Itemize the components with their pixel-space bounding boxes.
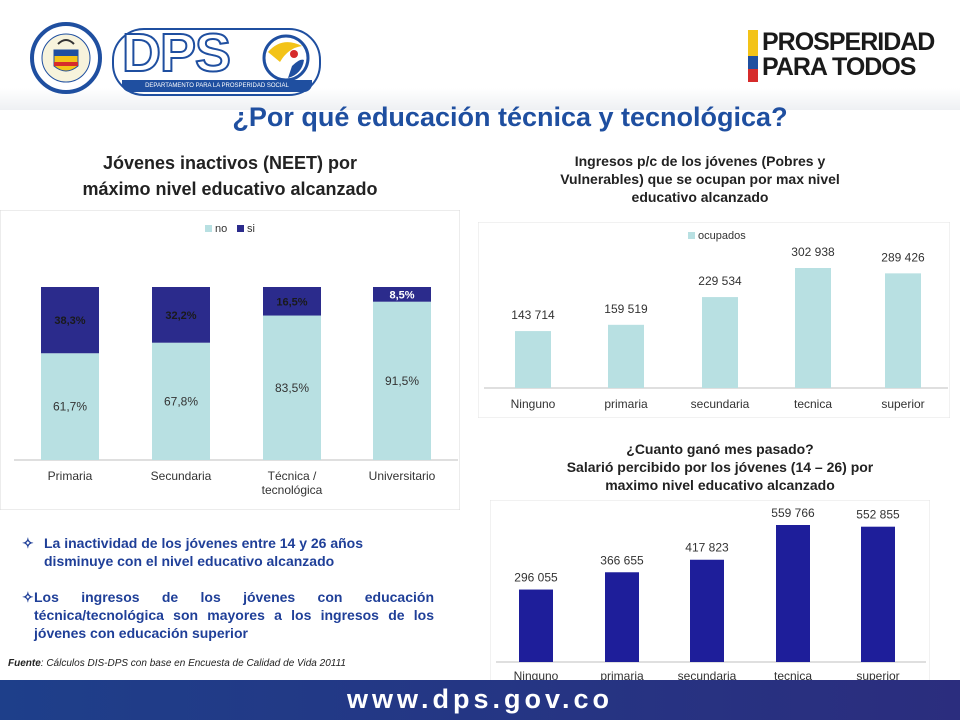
slogan-line1: PROSPERIDAD — [762, 28, 935, 56]
bar-segment-no — [263, 315, 321, 460]
bullet-text: Los ingresos de los jóvenes con educació… — [34, 589, 434, 641]
x-tick-label: Ninguno — [514, 669, 559, 683]
colombia-seal-logo — [30, 22, 102, 94]
data-label-no: 91,5% — [385, 374, 419, 388]
legend-swatch-si — [237, 225, 244, 232]
dps-logo-text: DPS — [121, 22, 232, 84]
data-label: 302 938 — [791, 245, 835, 259]
legend-label-ocupados: ocupados — [698, 230, 746, 242]
bullet-text: La inactividad de los jóvenes entre 14 y… — [44, 535, 364, 569]
bullet-item: ✧ Los ingresos de los jóvenes con educac… — [22, 588, 434, 641]
x-tick-label: Universitario — [369, 469, 436, 483]
bar — [608, 324, 644, 388]
chart2-title-line: Ingresos p/c de los jóvenes (Pobres y — [574, 153, 826, 169]
data-label-si: 38,3% — [54, 315, 85, 327]
data-label: 366 655 — [600, 553, 644, 567]
bar — [690, 559, 724, 662]
chart1-title-line: Jóvenes inactivos (NEET) por — [102, 153, 358, 173]
chart3-title-line: maximo nivel educativo alcanzado — [605, 477, 835, 493]
chart2-title-line: educativo alcanzado — [631, 189, 769, 205]
data-label-si: 16,5% — [276, 296, 307, 308]
salary-bar-chart: 296 055 Ninguno 366 655 primaria 417 823 secu… — [490, 500, 930, 692]
dps-subtitle: DEPARTAMENTO PARA LA PROSPERIDAD SOCIAL — [122, 80, 312, 92]
footer-url: www.dps.gov.co — [346, 684, 613, 714]
data-label-si: 32,2% — [165, 310, 196, 322]
chart3-title-line: Salarió percibido por los jóvenes (14 – … — [566, 459, 874, 475]
chart3-title: ¿Cuanto ganó mes pasado? Salarió percibi… — [500, 440, 940, 494]
bar — [795, 268, 831, 388]
data-label-si: 8,5% — [389, 289, 414, 301]
bar — [776, 525, 810, 662]
bar — [605, 572, 639, 662]
bar — [885, 273, 921, 388]
slogan-line2: PARA TODOS — [762, 53, 916, 81]
bar-segment-si — [373, 287, 431, 302]
x-tick-label: superior — [856, 669, 899, 683]
dps-logo — [112, 28, 321, 96]
chart3-title-line: ¿Cuanto ganó mes pasado? — [626, 441, 814, 457]
bar-segment-si — [41, 287, 99, 354]
x-tick-label: tecnológica — [262, 483, 323, 497]
bar-segment-no — [152, 342, 210, 460]
x-tick-label: tecnica — [794, 397, 832, 411]
data-label-no: 83,5% — [275, 381, 309, 395]
legend-label-si: si — [247, 223, 255, 235]
x-tick-label: superior — [881, 397, 924, 411]
x-tick-label: Primaria — [48, 469, 93, 483]
x-tick-label: Secundaria — [151, 469, 212, 483]
source-note: Fuente: Cálculos DIS-DPS con base en Enc… — [8, 658, 398, 670]
bar — [702, 297, 738, 388]
data-label: 296 055 — [514, 571, 558, 585]
page-title: ¿Por qué educación técnica y tecnológica… — [232, 102, 788, 132]
chart2-title-line: Vulnerables) que se ocupan por max nivel — [560, 171, 840, 187]
chart1-title: Jóvenes inactivos (NEET) por máximo nive… — [20, 150, 440, 202]
neet-stacked-bar-chart: no si 61,7% 38,3% Primaria 67,8% 32,2% Secundar… — [0, 210, 460, 510]
income-bar-chart: ocupados 143 714 Ninguno 159 519 primaria 229… — [478, 222, 950, 418]
dps-circle-icon — [262, 34, 310, 82]
data-label: 143 714 — [511, 308, 555, 322]
bar-segment-si — [263, 287, 321, 316]
chart1-title-line: máximo nivel educativo alcanzado — [82, 179, 378, 199]
data-label-no: 61,7% — [53, 400, 87, 414]
x-tick-label: Ninguno — [511, 397, 556, 411]
x-tick-label: primaria — [600, 669, 644, 683]
diamond-bullet-icon: ✧ — [22, 589, 34, 605]
data-label: 417 823 — [685, 541, 729, 555]
bar-segment-no — [373, 301, 431, 460]
source-label: Fuente — [8, 658, 41, 669]
bar-segment-no — [41, 353, 99, 460]
source-text: : Cálculos DIS-DPS con base en Encuesta … — [40, 658, 346, 669]
x-tick-label: primaria — [604, 397, 648, 411]
bullet-item: ✧ La inactividad de los jóvenes entre 14… — [22, 534, 432, 569]
bar — [861, 526, 895, 662]
legend-swatch-ocupados — [688, 232, 695, 239]
bar — [519, 589, 553, 662]
flag-stripe-icon — [748, 30, 758, 82]
data-label: 552 855 — [856, 508, 900, 522]
data-label-no: 67,8% — [164, 394, 198, 408]
x-tick-label: secundaria — [691, 397, 750, 411]
legend-swatch-no — [205, 225, 212, 232]
bar — [515, 331, 551, 388]
x-tick-label: Técnica / — [268, 469, 317, 483]
diamond-bullet-icon: ✧ — [22, 535, 34, 551]
data-label: 289 426 — [881, 250, 925, 264]
data-label: 229 534 — [698, 274, 742, 288]
x-tick-label: tecnica — [774, 669, 812, 683]
data-label: 559 766 — [771, 506, 815, 520]
data-label: 159 519 — [604, 302, 648, 316]
footer-bar — [0, 680, 960, 720]
legend-label-no: no — [215, 223, 227, 235]
x-tick-label: secundaria — [678, 669, 737, 683]
chart2-title: Ingresos p/c de los jóvenes (Pobres y Vu… — [500, 152, 900, 206]
bar-segment-si — [152, 287, 210, 343]
